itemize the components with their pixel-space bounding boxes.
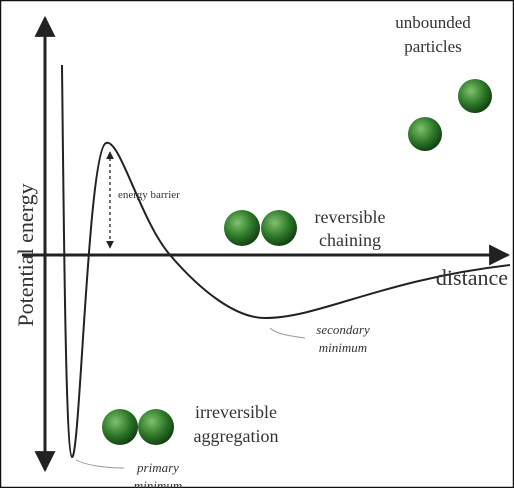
primary-pointer: [75, 459, 125, 469]
primary-label: primary: [136, 460, 179, 475]
particle: [102, 409, 138, 445]
primary-label: minimum: [134, 478, 182, 488]
particle: [138, 409, 174, 445]
y-axis-label: Potential energy: [13, 183, 38, 326]
irreversible-label: aggregation: [194, 426, 279, 446]
secondary-pointer: [269, 327, 306, 339]
reversible-label: reversible: [315, 207, 386, 227]
particle: [224, 210, 260, 246]
particle: [458, 79, 492, 113]
potential-curve: [61, 64, 511, 459]
x-axis-label: distance: [436, 265, 508, 290]
particle: [261, 210, 297, 246]
unbounded-label: particles: [404, 37, 462, 56]
reversible-label: chaining: [319, 230, 381, 250]
unbounded-label: unbounded: [395, 13, 471, 32]
particle: [408, 117, 442, 151]
energy-barrier-label: energy barrier: [118, 189, 180, 201]
secondary-label: minimum: [319, 340, 367, 355]
secondary-label: secondary: [316, 322, 370, 337]
irreversible-label: irreversible: [195, 402, 277, 422]
